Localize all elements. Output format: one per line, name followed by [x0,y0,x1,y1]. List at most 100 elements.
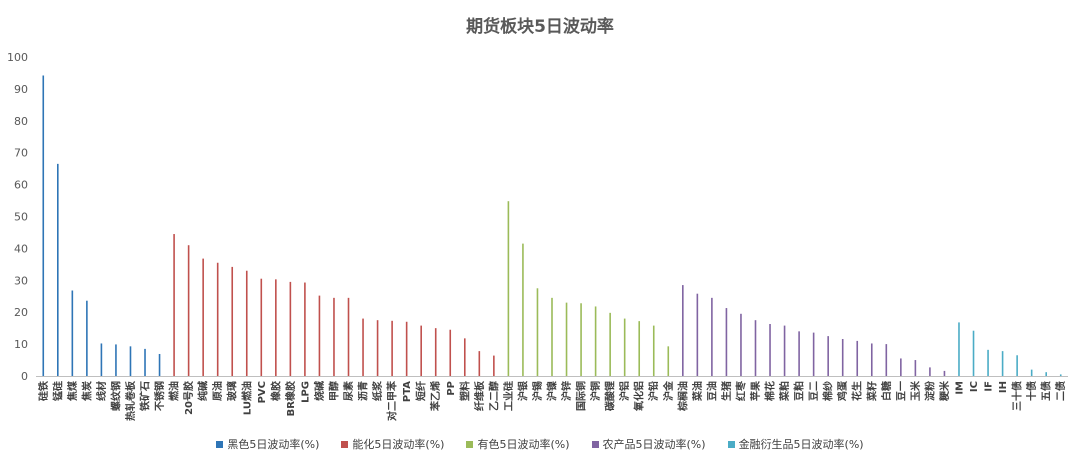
bar-玉米 [914,360,917,376]
x-tick-label: 锰硅 [51,381,64,401]
y-tick-label: 100 [7,51,28,64]
x-tick-label: IF [984,381,995,392]
bar-棉花 [769,324,771,376]
bar-苹果 [754,320,757,376]
bar-豆油 [711,297,713,376]
legend-label: 能化5日波动率(%) [352,438,445,451]
x-tick-label: 棉花 [764,381,777,401]
bar-沪金 [667,346,670,376]
y-tick-label: 80 [14,115,28,128]
x-tick-label: PTA [402,381,413,402]
x-tick-label: IM [954,381,965,395]
bar-IM [958,322,960,376]
x-tick-label: 粳米 [938,380,951,402]
bar-焦炭 [86,300,88,376]
bar-硅铁 [42,75,45,376]
y-tick-label: 70 [14,147,28,160]
x-tick-label: 沪银 [516,380,529,401]
bar-苯乙烯 [434,328,437,376]
bar-生猪 [725,308,728,376]
bar-短纤 [420,325,422,376]
bar-五债 [1045,372,1047,376]
bar-LPG [304,282,306,376]
bar-IF [987,349,989,376]
x-tick-label: 沥青 [357,381,370,401]
legend-swatch [466,440,474,448]
x-tick-label: 原油 [211,381,224,401]
y-tick-label: 40 [14,242,28,255]
x-tick-label: PVC [257,381,268,403]
bar-纤维板 [478,351,481,376]
x-tick-label: 碳酸锂 [604,381,617,411]
bar-工业硅 [507,201,510,376]
bar-沪铝 [623,318,626,376]
bar-沪银 [522,243,524,376]
bar-豆粕 [798,331,800,376]
x-tick-label: 铁矿石 [139,381,152,411]
y-tick-label: 50 [14,211,28,224]
bar-沪锡 [536,288,539,376]
bar-焦煤 [71,290,74,376]
bar-橡胶 [275,279,277,376]
x-tick-label: 菜油 [691,381,704,402]
x-tick-label: 花生 [851,381,864,401]
x-tick-label: 菜粕 [778,381,791,402]
x-tick-label: 豆一 [895,381,907,401]
y-tick-label: 90 [14,83,28,96]
x-tick-label: 烧碱 [313,381,326,401]
x-tick-label: 苯乙烯 [429,381,442,412]
x-tick-label: PP [446,381,457,396]
bar-菜籽 [870,343,873,376]
legend-swatch [727,440,735,448]
x-tick-label: 焦炭 [80,381,93,402]
x-tick-label: 甲醇 [327,381,340,401]
y-tick-label: 0 [21,370,28,383]
legend-label: 黑色5日波动率(%) [227,438,320,451]
y-tick-label: 30 [14,274,28,287]
x-tick-label: 棕榈油 [676,381,689,412]
x-tick-label: 鸡蛋 [836,381,849,402]
legend-swatch [591,440,599,448]
x-tick-label: 五债 [1040,381,1053,401]
bar-PP [449,329,452,376]
bar-乙二醇 [493,355,495,376]
x-tick-label: 燃油 [168,381,181,401]
legend-item: 黑色5日波动率(%) [216,436,319,452]
bar-鸡蛋 [841,338,844,376]
bar-十债 [1030,369,1033,376]
bar-棉纱 [827,336,829,376]
bar-IC [972,330,975,376]
bar-塑料 [463,338,466,376]
bar-20号胶 [187,245,190,376]
x-tick-label: 三十债 [1011,381,1024,411]
x-tick-label: 沪铅 [647,381,660,401]
bar-纯碱 [202,258,204,376]
x-tick-label: 豆二 [808,381,820,401]
legend-item: 农产品5日波动率(%) [591,436,706,452]
x-tick-label: 国际铜 [575,381,588,411]
bar-沥青 [362,318,364,376]
x-tick-label: 玉米 [909,380,922,401]
legend-label: 农产品5日波动率(%) [602,438,706,451]
bar-淀粉 [929,367,931,376]
x-tick-label: 豆粕 [793,381,806,401]
bar-螺纹钢 [115,344,117,376]
bar-沪锌 [565,302,568,376]
bar-铁矿石 [144,348,146,376]
bar-花生 [856,340,859,376]
x-tick-label: 沪镍 [546,381,559,401]
bar-线材 [100,343,103,376]
legend-item: 有色5日波动率(%) [466,436,570,452]
bar-对二甲苯 [391,320,393,376]
x-tick-label: 乙二醇 [487,381,500,411]
x-tick-label: LU燃油 [240,381,253,415]
x-tick-label: 玻璃 [226,381,239,401]
legend-label: 有色5日波动率(%) [477,438,570,451]
x-tick-label: 20号胶 [182,381,195,415]
bar-白糖 [885,344,888,376]
bar-烧碱 [318,295,321,376]
bar-菜粕 [783,325,786,376]
x-tick-label: 工业硅 [502,381,515,411]
x-tick-label: 淀粉 [923,381,936,401]
